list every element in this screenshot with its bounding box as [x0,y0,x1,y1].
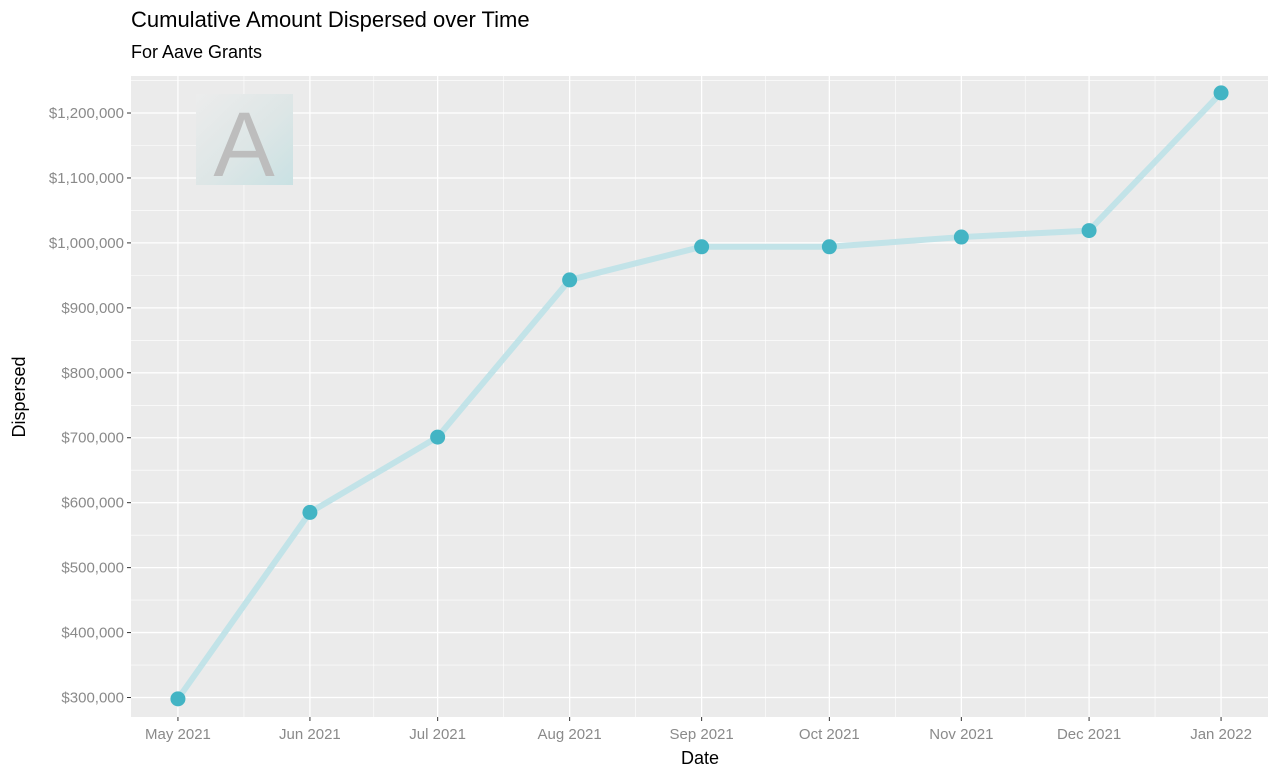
data-point [953,229,969,245]
x-axis-ticks: May 2021 Jun 2021 Jul 2021 Aug 2021 Sep 2021… [145,717,1252,743]
series-line-segment [174,509,313,702]
series-line-segment [566,243,705,283]
x-tick-label: Jul 2021 [409,726,466,743]
y-tick-label: $600,000 [61,495,124,512]
series-lines [174,89,1225,702]
data-point [1213,85,1229,101]
x-tick-label: Jan 2022 [1190,726,1252,743]
data-point [170,691,186,707]
x-axis-title: Date [681,748,719,768]
series-line-segment [306,434,441,516]
x-tick-label: May 2021 [145,726,211,743]
data-point [562,272,578,288]
chart-subtitle: For Aave Grants [131,42,263,62]
y-tick-label: $800,000 [61,365,124,382]
data-point [302,504,318,520]
y-tick-label: $1,000,000 [49,235,124,252]
data-points [170,85,1229,707]
y-tick-label: $1,100,000 [49,170,124,187]
minor-gridlines [131,76,1268,717]
y-axis-title: Dispersed [9,356,29,437]
aave-logo: A [196,94,293,196]
chart-title: Cumulative Amount Dispersed over Time [131,7,530,32]
data-point [430,429,446,445]
series-line-segment [826,234,965,250]
x-tick-label: Nov 2021 [929,726,993,743]
series-line-segment [434,276,573,441]
x-tick-label: Aug 2021 [538,726,602,743]
plot-panel [131,76,1268,717]
series-line-segment [1086,89,1225,234]
data-point [694,239,710,255]
data-point [1081,223,1097,239]
y-tick-label: $900,000 [61,300,124,317]
aave-logo-letter: A [213,94,275,196]
x-tick-label: Sep 2021 [670,726,734,743]
y-tick-label: $500,000 [61,560,124,577]
y-tick-label: $700,000 [61,430,124,447]
x-tick-label: Dec 2021 [1057,726,1121,743]
data-point [821,239,837,255]
x-tick-label: Jun 2021 [279,726,341,743]
y-tick-label: $400,000 [61,625,124,642]
y-tick-label: $1,200,000 [49,105,124,122]
y-axis-ticks: $300,000 $400,000 $500,000 $600,000 $700,000… [49,105,131,707]
x-tick-label: Oct 2021 [799,726,860,743]
y-tick-label: $300,000 [61,690,124,707]
series-line-segment [958,227,1093,241]
